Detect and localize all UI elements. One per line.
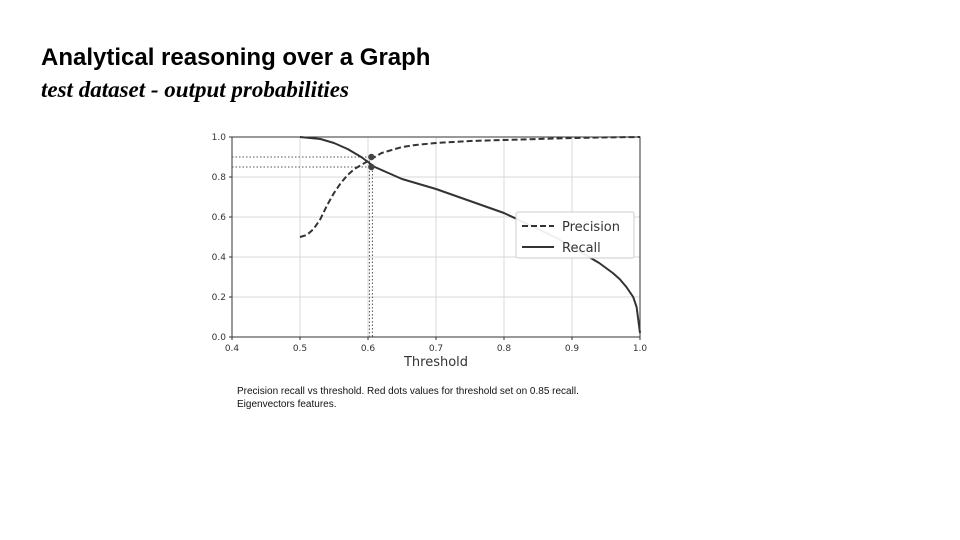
y-tick-label: 0.0 <box>212 333 227 343</box>
caption-line-1: Precision recall vs threshold. Red dots … <box>237 386 579 397</box>
y-tick-label: 0.6 <box>212 213 227 223</box>
slide-subtitle: test dataset - output probabilities <box>41 77 349 102</box>
x-tick-label: 0.8 <box>497 344 512 354</box>
figure-caption: Precision recall vs threshold. Red dots … <box>237 385 657 411</box>
threshold-marker <box>368 163 375 171</box>
x-tick-label: 1.0 <box>633 344 648 354</box>
x-tick-label: 0.5 <box>293 344 307 354</box>
series-line-precision <box>299 136 641 238</box>
x-axis-label: Threshold <box>403 355 468 370</box>
y-tick-label: 0.2 <box>212 293 226 303</box>
x-tick-label: 0.4 <box>225 344 240 354</box>
legend-label-precision: Precision <box>562 220 620 235</box>
legend-label-recall: Recall <box>562 241 601 256</box>
threshold-marker <box>368 153 375 161</box>
precision-recall-chart: 0.4 0.5 0.6 0.7 0.8 0.9 1.0 0.0 0.2 0.4 0.6 0.8 1.0 T… <box>200 128 660 373</box>
x-tick-label: 0.6 <box>361 344 376 354</box>
x-tick-label: 0.7 <box>429 344 443 354</box>
caption-line-2: Eigenvectors features. <box>237 399 337 410</box>
chart-svg: 0.4 0.5 0.6 0.7 0.8 0.9 1.0 0.0 0.2 0.4 0.6 0.8 1.0 T… <box>212 133 648 370</box>
slide-title: Analytical reasoning over a Graph <box>41 44 431 71</box>
y-tick-label: 1.0 <box>212 133 227 143</box>
y-tick-label: 0.8 <box>212 173 227 183</box>
x-tick-label: 0.9 <box>565 344 580 354</box>
y-tick-label: 0.4 <box>212 253 227 263</box>
